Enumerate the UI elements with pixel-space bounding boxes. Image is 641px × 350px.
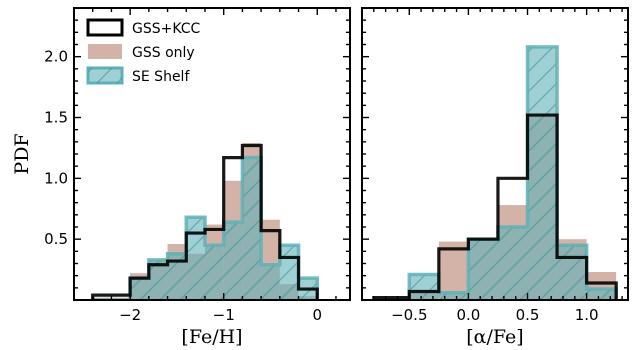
alphafe-se-shelf-hatch bbox=[438, 292, 469, 300]
feh-se-shelf-hatch bbox=[130, 278, 149, 300]
legend: GSS+KCC GSS only SE Shelf bbox=[86, 18, 201, 85]
legend-item-gss-only: GSS only bbox=[88, 44, 195, 61]
legend-swatch-se-shelf-hatch bbox=[88, 68, 122, 83]
alphafe-ticks: −0.5 0.0 0.5 1.0 bbox=[361, 7, 628, 324]
alphafe-se-shelf-hatch bbox=[497, 227, 528, 300]
feh-se-shelf-hatch bbox=[279, 245, 299, 300]
alphafe-xtick-label: −0.5 bbox=[391, 306, 427, 324]
feh-ytick-label: 0.5 bbox=[44, 230, 68, 248]
alphafe-se-shelf-hatch bbox=[468, 239, 498, 300]
feh-xlabel: [Fe/H] bbox=[181, 326, 242, 348]
legend-swatch-gss-only bbox=[88, 44, 122, 59]
feh-ytick-label: 1.5 bbox=[44, 109, 68, 127]
feh-ytick-label: 1.0 bbox=[44, 169, 68, 187]
alphafe-xtick-label: 0.5 bbox=[516, 306, 540, 324]
feh-se-shelf-hatch bbox=[186, 217, 205, 300]
alphafe-xtick-label: 1.0 bbox=[575, 306, 599, 324]
alphafe-se-shelf-hatch bbox=[409, 274, 439, 300]
feh-ticks: −2 −1 0 0.5 1.0 1.5 2.0 bbox=[44, 7, 350, 324]
feh-se-shelf-hatch bbox=[167, 253, 187, 300]
feh-histograms bbox=[91, 143, 320, 300]
feh-ytick-label: 2.0 bbox=[44, 48, 68, 66]
feh-gss-kcc-step bbox=[91, 143, 319, 300]
alphafe-se-shelf-hatch bbox=[557, 245, 587, 300]
feh-se-shelf-hatch bbox=[204, 245, 224, 300]
legend-swatch-gss-kcc bbox=[86, 18, 124, 37]
alphafe-se-shelf-hatch bbox=[586, 289, 617, 300]
feh-xtick-label: 0 bbox=[312, 306, 322, 324]
feh-se-shelf-hatch bbox=[148, 259, 168, 300]
legend-label-se-shelf: SE Shelf bbox=[132, 69, 190, 85]
alphafe-gss-only-bar bbox=[438, 241, 469, 300]
alphafe-xlabel: [α/Fe] bbox=[466, 326, 523, 348]
feh-panel: −2 −1 0 0.5 1.0 1.5 2.0 [Fe/H] PDF bbox=[11, 7, 351, 348]
alphafe-histograms bbox=[372, 45, 618, 300]
feh-se-shelf-hatch bbox=[242, 157, 262, 300]
legend-label-gss-kcc: GSS+KCC bbox=[132, 21, 201, 37]
legend-label-gss-only: GSS only bbox=[132, 45, 195, 61]
alphafe-gss-kcc-step bbox=[372, 113, 618, 300]
feh-se-shelf-hatch bbox=[261, 264, 280, 300]
legend-item-se-shelf: SE Shelf bbox=[86, 66, 190, 85]
alphafe-se-shelf-hatch bbox=[527, 46, 558, 300]
alphafe-panel: −0.5 0.0 0.5 1.0 [α/Fe] bbox=[361, 7, 629, 348]
feh-xtick-label: −2 bbox=[119, 306, 141, 324]
pdf-ylabel: PDF bbox=[11, 133, 33, 174]
alphafe-xtick-label: 0.0 bbox=[456, 306, 480, 324]
feh-se-shelf-hatch bbox=[223, 222, 243, 300]
feh-xtick-label: −1 bbox=[213, 306, 235, 324]
legend-item-gss-kcc: GSS+KCC bbox=[86, 18, 201, 37]
